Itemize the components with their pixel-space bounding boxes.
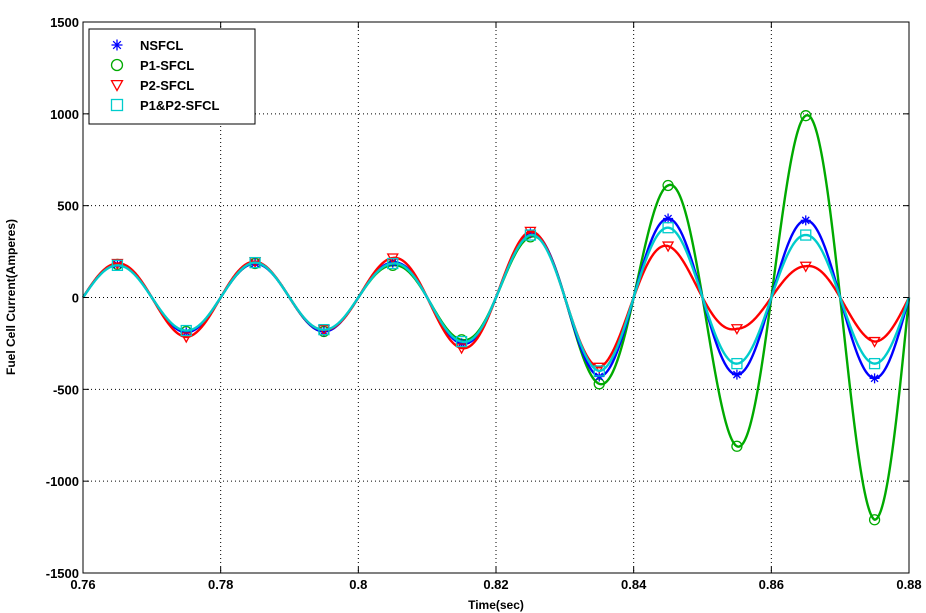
x-tick-label: 0.76 xyxy=(70,577,95,592)
x-tick-label: 0.84 xyxy=(621,577,647,592)
marker-triangle xyxy=(180,332,193,344)
marker-triangle xyxy=(455,343,468,355)
marker-triangle xyxy=(868,336,881,348)
y-tick-label: 0 xyxy=(72,291,79,306)
legend-label: P1-SFCL xyxy=(140,58,194,73)
series-line xyxy=(82,226,911,373)
y-tick-label: 1500 xyxy=(50,15,79,30)
marker-circle xyxy=(868,514,881,526)
legend-label: NSFCL xyxy=(140,38,183,53)
y-tick-label: -500 xyxy=(53,382,79,397)
marker-square xyxy=(387,257,399,270)
marker-triangle xyxy=(111,258,124,270)
legend-label: P2-SFCL xyxy=(140,78,194,93)
marker-square xyxy=(800,229,812,241)
marker-star xyxy=(318,326,329,337)
y-tick-label: 500 xyxy=(57,199,79,214)
marker-star xyxy=(111,39,123,51)
x-axis: 0.76 0.78 0.8 0.82 0.84 0.86 0.88 xyxy=(70,22,922,592)
marker-square xyxy=(455,335,468,348)
y-axis: -1500 -1000 -500 0 500 1000 1500 xyxy=(46,15,909,581)
legend-label: P1&P2-SFCL xyxy=(140,98,220,113)
marker-circle xyxy=(662,179,674,192)
marker-square xyxy=(593,365,605,377)
marker-star xyxy=(800,215,811,226)
marker-triangle xyxy=(593,362,606,374)
marker-triangle xyxy=(730,324,744,336)
marker-triangle xyxy=(524,226,537,238)
marker-square xyxy=(111,259,124,272)
legend: NSFCL P1-SFCL P2-SFCL P1&P2-SFCL xyxy=(88,28,256,125)
marker-star xyxy=(663,213,674,224)
x-tick-label: 0.86 xyxy=(759,577,784,592)
marker-square xyxy=(868,357,881,370)
x-axis-label: Time(sec) xyxy=(468,598,524,612)
marker-circle xyxy=(731,440,743,452)
marker-triangle xyxy=(110,79,124,92)
marker-star xyxy=(525,228,536,239)
marker-square xyxy=(110,98,124,112)
marker-square xyxy=(731,357,743,370)
y-tick-label: -1000 xyxy=(46,474,79,489)
marker-square xyxy=(180,324,192,337)
marker-square xyxy=(249,256,261,269)
marker-circle xyxy=(110,58,124,72)
marker-triangle xyxy=(661,241,675,253)
series-layer xyxy=(81,110,911,526)
marker-square xyxy=(524,229,537,241)
x-tick-label: 0.78 xyxy=(208,577,233,592)
marker-circle xyxy=(800,110,812,122)
marker-square xyxy=(662,222,674,234)
x-tick-label: 0.82 xyxy=(483,577,508,592)
marker-star xyxy=(869,373,880,384)
series-P1&P2-SFCL xyxy=(82,222,911,377)
marker-square xyxy=(318,323,330,336)
y-tick-label: -1500 xyxy=(46,566,79,581)
x-tick-label: 0.88 xyxy=(896,577,921,592)
marker-triangle xyxy=(799,261,812,273)
y-axis-label: Fuel Cell Current(Amperes) xyxy=(4,219,18,375)
x-tick-label: 0.8 xyxy=(349,577,367,592)
y-tick-label: 1000 xyxy=(50,107,79,122)
marker-star xyxy=(731,369,742,380)
